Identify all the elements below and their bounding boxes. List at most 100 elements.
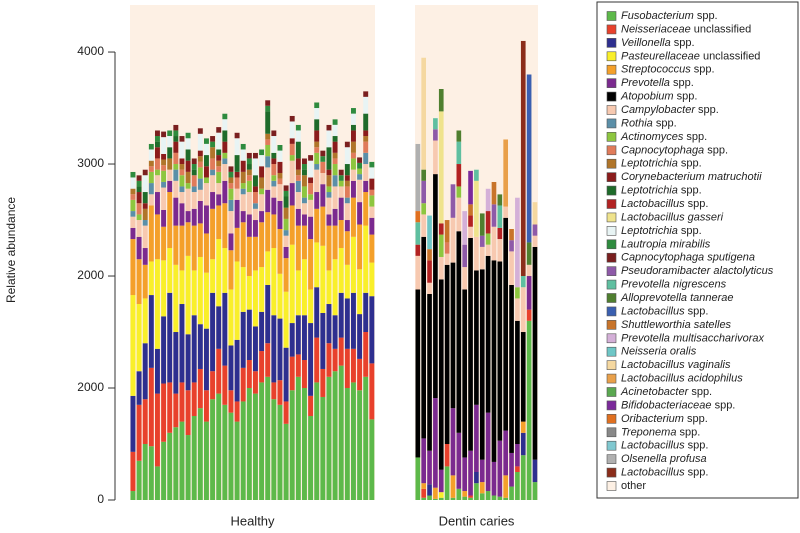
bar-segment [526, 320, 532, 500]
bar-segment [204, 155, 209, 167]
bar-segment [222, 119, 228, 131]
bar-segment [216, 160, 222, 167]
bar-segment [520, 276, 526, 288]
legend-label: Actinomyces spp. [620, 131, 707, 143]
bar-segment [246, 152, 252, 159]
bar-segment [222, 5, 228, 114]
bar-segment [265, 144, 271, 157]
legend-swatch [606, 185, 617, 196]
legend-label: Lautropia mirabilis [621, 238, 711, 250]
bar-segment [427, 282, 432, 294]
bar-segment [520, 455, 526, 500]
bar-segment [351, 169, 356, 181]
bar-segment [308, 43, 314, 156]
bar-segment [351, 180, 356, 198]
bar-segment [326, 197, 332, 215]
bar-segment [344, 29, 350, 142]
bar-segment [450, 497, 456, 500]
bar-segment [148, 143, 154, 150]
legend-swatch [606, 105, 617, 115]
bar-segment [344, 348, 350, 389]
bar-segment [234, 132, 240, 139]
bar-segment [271, 158, 277, 165]
bar-segment [167, 18, 173, 131]
bar-segment [259, 166, 265, 178]
bar-segment [332, 371, 338, 500]
bar-segment [228, 345, 234, 391]
bar-segment [259, 194, 265, 212]
bar-segment [210, 175, 216, 193]
bar-segment [491, 226, 497, 261]
legend-swatch [606, 454, 617, 464]
bar-segment [277, 380, 283, 405]
bar-segment [326, 192, 332, 198]
bar-segment [197, 156, 203, 162]
bar-segment [155, 348, 160, 394]
bar-segment [427, 484, 432, 496]
bar-segment [197, 16, 203, 129]
bar-segment [289, 323, 295, 357]
bar-segment [479, 269, 485, 460]
bar-segment [253, 175, 258, 187]
bar-segment [228, 289, 234, 346]
bar-segment [474, 236, 479, 271]
bar-segment [438, 223, 444, 235]
bar-segment [503, 497, 509, 500]
bar-segment [130, 188, 136, 195]
bar-segment [161, 181, 167, 188]
bar-segment [456, 74, 462, 131]
bar-segment [515, 298, 520, 321]
bar-segment [142, 57, 148, 170]
y-tick-label: 4000 [77, 44, 104, 58]
bar-segment [302, 225, 307, 260]
bar-segment [326, 175, 332, 187]
legend-swatch [606, 387, 617, 397]
bar-segment [338, 248, 344, 293]
bar-segment [265, 189, 271, 213]
y-tick-label: 3000 [77, 156, 104, 170]
bar-segment [421, 5, 427, 58]
bar-segment [351, 5, 356, 109]
bar-segment [509, 486, 514, 500]
bar-segment [204, 272, 209, 329]
bar-segment [185, 211, 191, 223]
bar-segment [148, 183, 154, 195]
bar-segment [497, 261, 503, 441]
legend-label: Corynebacterium matruchotii [621, 171, 762, 183]
bar-segment [240, 222, 246, 268]
bar-segment [197, 167, 203, 179]
bar-segment [271, 382, 277, 400]
bar-segment [369, 189, 375, 196]
bar-segment [509, 284, 514, 453]
bar-segment [228, 183, 234, 189]
bar-segment [351, 236, 356, 293]
bar-segment [148, 31, 154, 144]
bar-segment [456, 130, 462, 142]
legend-label: Prevotella nigrescens [621, 278, 727, 290]
bar-segment [474, 270, 479, 405]
bar-segment [265, 111, 271, 134]
bar-segment [474, 404, 479, 473]
bar-segment [246, 276, 252, 310]
bar-segment [415, 457, 421, 500]
bar-segment [479, 459, 485, 483]
bar-segment [526, 18, 532, 75]
bar-segment [295, 270, 301, 316]
bar-segment [191, 169, 197, 176]
bar-segment [130, 171, 136, 178]
bar-segment [246, 158, 252, 165]
bar-segment [332, 119, 338, 125]
legend-swatch [606, 320, 617, 330]
bar-segment [265, 105, 271, 112]
bar-segment [136, 214, 142, 221]
bar-segment [308, 177, 314, 184]
bar-segment [485, 211, 491, 234]
bar-segment [497, 496, 503, 500]
bar-segment [191, 46, 197, 159]
bar-segment [332, 348, 338, 372]
bar-segment [344, 180, 350, 187]
legend-swatch [606, 333, 617, 344]
bar-segment [240, 188, 246, 195]
bar-segment [155, 18, 160, 131]
